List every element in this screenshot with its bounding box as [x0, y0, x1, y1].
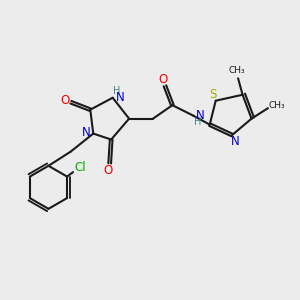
Text: N: N: [196, 109, 204, 122]
Text: O: O: [103, 164, 113, 176]
Text: H: H: [112, 86, 120, 96]
Text: H: H: [194, 117, 202, 127]
Text: CH₃: CH₃: [228, 66, 245, 75]
Text: N: N: [231, 135, 239, 148]
Text: Cl: Cl: [74, 161, 86, 174]
Text: O: O: [61, 94, 70, 107]
Text: N: N: [82, 126, 91, 139]
Text: S: S: [209, 88, 216, 101]
Text: N: N: [116, 91, 124, 103]
Text: O: O: [158, 73, 167, 86]
Text: CH₃: CH₃: [268, 101, 285, 110]
